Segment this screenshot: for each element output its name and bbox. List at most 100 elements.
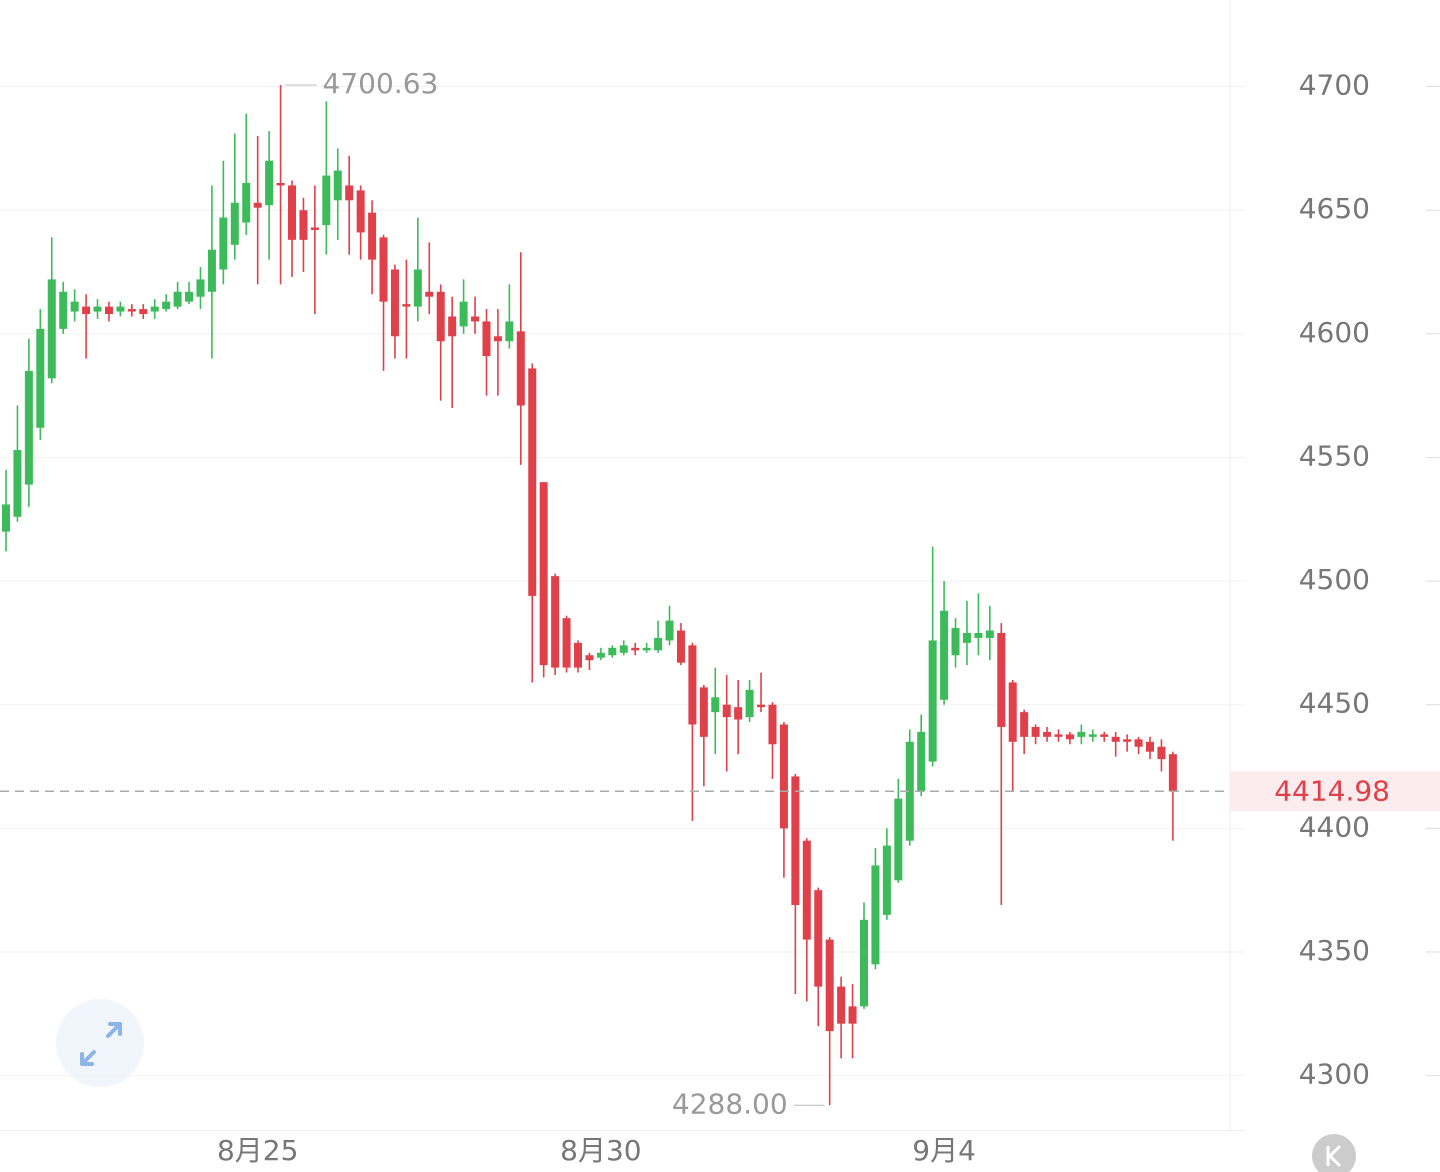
candle-body — [654, 637, 663, 651]
candle-body — [894, 798, 903, 881]
candle-body — [882, 845, 891, 915]
candle-body — [116, 306, 125, 312]
candle-body — [642, 647, 651, 651]
k-icon[interactable] — [1326, 1144, 1342, 1168]
candle-body — [345, 185, 354, 201]
last-price-label: 4414.98 — [1274, 774, 1390, 807]
candle-body — [390, 269, 399, 337]
candle-body — [608, 647, 617, 656]
candle-body — [745, 689, 754, 718]
candle-body — [482, 321, 491, 357]
candle-body — [528, 368, 537, 596]
y-tick-label: 4300 — [1299, 1058, 1370, 1091]
last-price-box — [1230, 771, 1440, 812]
candle-body — [1031, 726, 1040, 737]
candle-body — [59, 291, 68, 329]
candle-body — [82, 306, 91, 315]
candle-body — [676, 630, 685, 663]
candle-body — [516, 331, 525, 406]
candle-body — [162, 301, 171, 310]
candle-body — [379, 237, 388, 302]
candle-body — [940, 610, 949, 700]
candle-body — [436, 291, 445, 342]
candle-body — [333, 170, 342, 201]
candle-body — [1020, 712, 1029, 737]
candle-body — [459, 301, 468, 327]
candle-body — [1168, 754, 1177, 792]
candle-body — [24, 370, 33, 485]
candle-body — [585, 655, 594, 661]
candle-body — [70, 301, 79, 312]
candle-body — [93, 306, 102, 312]
y-tick-label: 4450 — [1299, 687, 1370, 720]
candle-body — [219, 217, 228, 270]
candle-body — [13, 450, 22, 517]
candle-body — [1008, 682, 1017, 742]
candle-body — [551, 576, 560, 668]
candle-body — [505, 321, 514, 342]
candle-body — [791, 776, 800, 905]
candle-body — [368, 212, 377, 260]
candle-body — [493, 336, 502, 342]
candle-body — [185, 291, 194, 302]
candle-body — [1100, 734, 1109, 737]
annotation-label: 4288.00 — [672, 1087, 788, 1120]
candle-body — [1065, 734, 1074, 740]
candle-body — [150, 306, 159, 312]
candle-body — [562, 618, 571, 668]
candle-body — [288, 185, 296, 240]
annotation-label: 4700.63 — [323, 67, 439, 100]
k-button[interactable] — [1312, 1134, 1356, 1172]
x-tick-label: 8月25 — [217, 1134, 298, 1167]
candle-body — [47, 279, 56, 379]
candle-body — [425, 291, 434, 297]
candle-body — [848, 1006, 857, 1024]
candle-body — [322, 175, 331, 226]
candle-body — [173, 291, 182, 307]
candle-body — [1134, 739, 1143, 747]
x-tick-label: 9月4 — [912, 1134, 976, 1167]
candle-body — [825, 939, 834, 1032]
y-tick-label: 4650 — [1299, 192, 1370, 225]
candle-body — [688, 645, 697, 725]
y-tick-label: 4700 — [1299, 69, 1370, 102]
candle-body — [837, 986, 846, 1024]
candle-body — [139, 309, 148, 315]
candle-body — [665, 620, 674, 641]
expand-button[interactable] — [56, 999, 144, 1087]
candle-body — [127, 309, 136, 312]
candle-body — [1123, 739, 1132, 742]
x-tick-label: 8月30 — [560, 1134, 641, 1167]
candle-body — [814, 890, 823, 987]
candle-body — [928, 640, 937, 762]
y-tick-label: 4400 — [1299, 810, 1370, 843]
candle-body — [276, 182, 285, 186]
candle-body — [722, 704, 731, 718]
candle-body — [734, 707, 743, 720]
y-tick-label: 4350 — [1299, 934, 1370, 967]
candle-body — [951, 628, 960, 656]
expand-circle[interactable] — [56, 999, 144, 1087]
y-tick-label: 4600 — [1299, 316, 1370, 349]
candle-body — [230, 202, 239, 245]
candle-body — [448, 316, 457, 337]
candle-body — [619, 645, 628, 653]
candle-body — [413, 269, 422, 307]
candle-body — [699, 687, 708, 737]
candle-body — [1157, 746, 1166, 760]
candle-body — [36, 328, 45, 428]
expand-icon[interactable] — [80, 1022, 122, 1066]
candle-body — [985, 630, 994, 638]
candle-body — [471, 316, 480, 322]
candle-body — [596, 652, 605, 658]
candle-body — [1146, 741, 1154, 752]
candle-body — [917, 731, 926, 792]
candle-body — [196, 279, 205, 297]
candle-body — [768, 704, 777, 745]
candle-body — [860, 919, 868, 1007]
candle-body — [905, 741, 914, 841]
candle-body — [779, 724, 788, 829]
candle-body — [757, 704, 766, 708]
y-tick-label: 4500 — [1299, 563, 1370, 596]
